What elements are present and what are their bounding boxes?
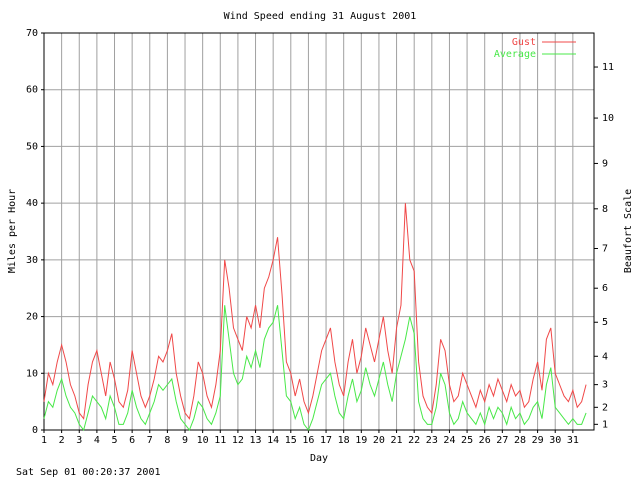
y2-tick-label: 8 — [602, 204, 608, 215]
x-tick-label: 14 — [267, 435, 279, 446]
x-tick-label: 6 — [129, 435, 135, 446]
y-axis-label: Miles per Hour — [7, 189, 18, 273]
y2-tick-label: 9 — [602, 158, 608, 169]
x-tick-label: 3 — [76, 435, 82, 446]
y2-tick-label: 1 — [602, 419, 608, 430]
x-tick-label: 18 — [338, 435, 350, 446]
y-tick-label: 60 — [26, 85, 38, 96]
y2-tick-label: 3 — [602, 380, 608, 391]
y-tick-label: 40 — [26, 198, 38, 209]
y2-tick-label: 10 — [602, 113, 614, 124]
x-tick-label: 24 — [443, 435, 455, 446]
chart-title: Wind Speed ending 31 August 2001 — [224, 11, 417, 22]
x-tick-label: 8 — [164, 435, 170, 446]
x-tick-label: 4 — [94, 435, 100, 446]
x-tick-label: 20 — [373, 435, 385, 446]
legend-label: Gust — [512, 37, 536, 48]
y2-tick-label: 6 — [602, 283, 608, 294]
x-tick-label: 30 — [549, 435, 561, 446]
x-tick-label: 1 — [41, 435, 47, 446]
x-tick-label: 26 — [479, 435, 491, 446]
x-tick-label: 16 — [302, 435, 314, 446]
series-line — [43, 203, 587, 420]
y2-tick-label: 7 — [602, 244, 608, 255]
y-tick-label: 50 — [26, 141, 38, 152]
x-tick-label: 25 — [461, 435, 473, 446]
x-tick-label: 21 — [391, 435, 403, 446]
x-tick-label: 5 — [111, 435, 117, 446]
x-tick-label: 9 — [182, 435, 188, 446]
y-tick-label: 0 — [32, 425, 38, 436]
x-tick-label: 23 — [426, 435, 438, 446]
y2-tick-label: 11 — [602, 62, 614, 73]
y2-axis-label: Beaufort Scale — [623, 189, 634, 273]
legend-label: Average — [494, 49, 536, 60]
x-tick-label: 27 — [496, 435, 508, 446]
x-tick-label: 17 — [320, 435, 332, 446]
y2-tick-label: 4 — [602, 351, 608, 362]
x-tick-label: 28 — [514, 435, 526, 446]
y-tick-label: 10 — [26, 368, 38, 379]
y-tick-label: 20 — [26, 312, 38, 323]
x-tick-label: 2 — [59, 435, 65, 446]
x-tick-label: 13 — [250, 435, 262, 446]
y2-tick-label: 2 — [602, 402, 608, 413]
x-tick-label: 19 — [355, 435, 367, 446]
x-tick-label: 29 — [532, 435, 544, 446]
y-tick-label: 70 — [26, 28, 38, 39]
x-tick-label: 22 — [408, 435, 420, 446]
series-line — [43, 305, 587, 432]
y2-tick-label: 5 — [602, 317, 608, 328]
x-tick-label: 7 — [147, 435, 153, 446]
y-tick-label: 30 — [26, 255, 38, 266]
x-tick-label: 10 — [197, 435, 209, 446]
x-tick-label: 15 — [285, 435, 297, 446]
x-tick-label: 12 — [232, 435, 244, 446]
x-tick-label: 11 — [214, 435, 226, 446]
plot-frame — [43, 32, 595, 431]
x-axis-label: Day — [310, 453, 328, 464]
x-tick-label: 31 — [567, 435, 579, 446]
timestamp: Sat Sep 01 00:20:37 2001 — [16, 467, 161, 478]
